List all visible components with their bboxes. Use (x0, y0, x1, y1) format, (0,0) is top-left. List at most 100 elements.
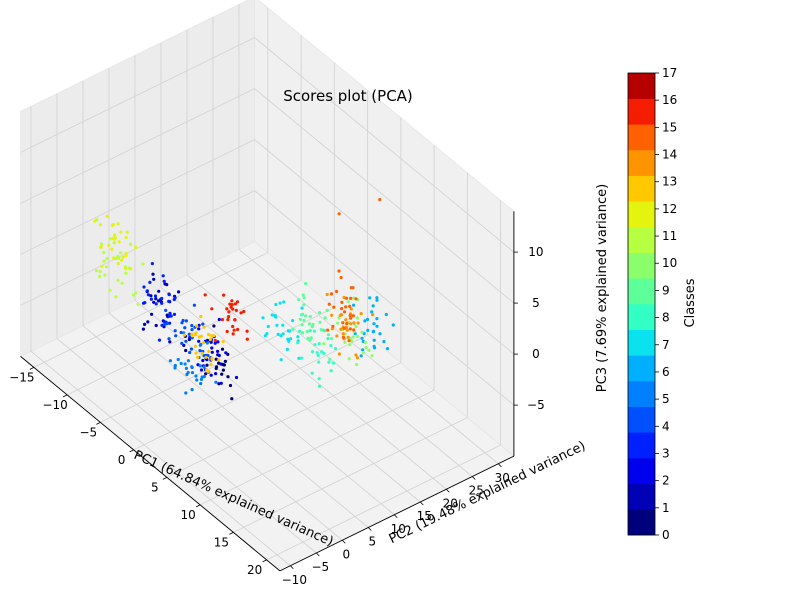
data-point (316, 353, 320, 357)
data-point (212, 324, 216, 328)
data-point (245, 329, 249, 333)
data-point (198, 364, 202, 368)
data-point (348, 304, 352, 308)
data-point (200, 375, 204, 379)
colorbar-segment (628, 406, 655, 433)
data-point (176, 357, 180, 362)
data-point (228, 302, 232, 306)
x-tick-label: −15 (9, 370, 34, 384)
colorbar-tick-label: 12 (662, 202, 677, 216)
z-axis-ticks: −5 0 5 10 (513, 245, 545, 412)
grid-line-y (160, 287, 421, 503)
data-point (116, 278, 120, 282)
data-point (361, 348, 365, 352)
left-wall-pane (20, 0, 255, 357)
y-tick-label: 20 (443, 496, 458, 510)
data-point (317, 360, 321, 364)
data-point (291, 327, 295, 331)
data-point (134, 245, 138, 250)
data-point (157, 338, 162, 342)
data-point (216, 340, 220, 344)
x-axis-line (20, 356, 281, 572)
data-point (198, 349, 202, 353)
data-point (337, 316, 341, 320)
data-point (207, 349, 211, 353)
colorbar-segment (628, 227, 655, 253)
data-point (350, 339, 354, 343)
colorbar-segment (628, 458, 655, 484)
data-point (150, 312, 154, 316)
data-point (152, 277, 156, 281)
y-tick-label: −5 (311, 560, 329, 574)
data-point (93, 219, 97, 223)
data-point (162, 279, 166, 283)
data-point (344, 296, 349, 300)
data-point (378, 332, 382, 336)
data-point (129, 267, 133, 271)
data-point (318, 320, 322, 324)
colorbar-tick-label: 4 (662, 419, 670, 433)
data-point (217, 358, 221, 362)
data-point (114, 295, 118, 299)
data-point (330, 337, 334, 341)
data-point (348, 314, 352, 318)
data-point (304, 282, 308, 286)
data-point (194, 351, 198, 355)
data-point (352, 296, 356, 300)
data-point (335, 334, 339, 338)
data-point (202, 365, 206, 369)
data-point (242, 309, 246, 314)
data-point (347, 357, 351, 361)
grid-line-x (233, 417, 468, 533)
grid-line-z (20, 37, 255, 153)
data-point (172, 297, 176, 302)
data-point (205, 341, 209, 345)
colorbar-segment (628, 355, 655, 382)
data-point (217, 353, 221, 358)
data-point (209, 363, 213, 367)
colorbar-segment (628, 304, 655, 330)
data-point (278, 301, 282, 305)
colorbar-frame (627, 72, 656, 536)
data-point (231, 307, 235, 311)
data-point (98, 223, 102, 227)
data-point (371, 330, 375, 334)
data-point (301, 293, 305, 297)
data-point (154, 297, 158, 301)
data-point (344, 305, 348, 309)
data-point (221, 340, 225, 344)
x-tick-mark (229, 531, 234, 535)
data-point (326, 333, 331, 337)
data-point (326, 328, 330, 332)
data-point (205, 368, 209, 372)
data-point (270, 313, 274, 317)
data-point (384, 312, 388, 317)
data-point (276, 332, 280, 336)
colorbar-tick-label: 3 (662, 446, 670, 460)
data-point (370, 310, 374, 314)
data-point (227, 310, 231, 314)
data-point (220, 372, 224, 376)
data-point (375, 324, 379, 328)
data-point (143, 301, 147, 305)
y-tick-mark (472, 476, 476, 480)
data-point (298, 329, 302, 333)
data-point (231, 324, 235, 329)
colorbar-tick-label: 0 (662, 528, 670, 542)
data-point (360, 330, 364, 334)
data-point (317, 377, 321, 381)
z-tick-label: 0 (532, 347, 540, 361)
data-point (352, 328, 356, 332)
x-tick-label: 20 (247, 563, 262, 577)
grid-line-x (133, 334, 368, 451)
data-point (309, 336, 313, 340)
data-point (349, 316, 353, 320)
data-point (209, 373, 213, 377)
data-point (174, 334, 178, 338)
colorbar-segment (628, 432, 655, 459)
data-point (329, 369, 333, 373)
colorbar-tick-label: 11 (662, 229, 677, 243)
data-point (359, 354, 363, 358)
data-point (129, 242, 133, 246)
